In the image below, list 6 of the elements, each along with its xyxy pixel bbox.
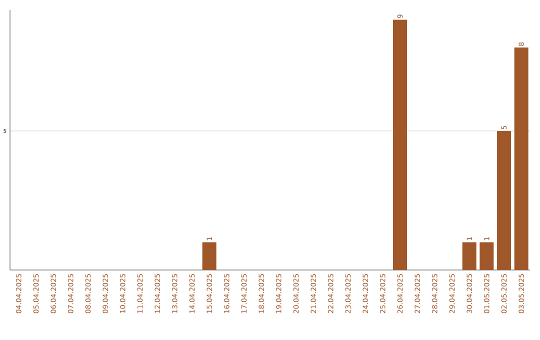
bar	[497, 130, 512, 270]
bar	[462, 242, 476, 270]
bar	[514, 48, 528, 270]
bar	[202, 242, 216, 270]
bar	[480, 242, 494, 270]
bar	[393, 20, 407, 270]
